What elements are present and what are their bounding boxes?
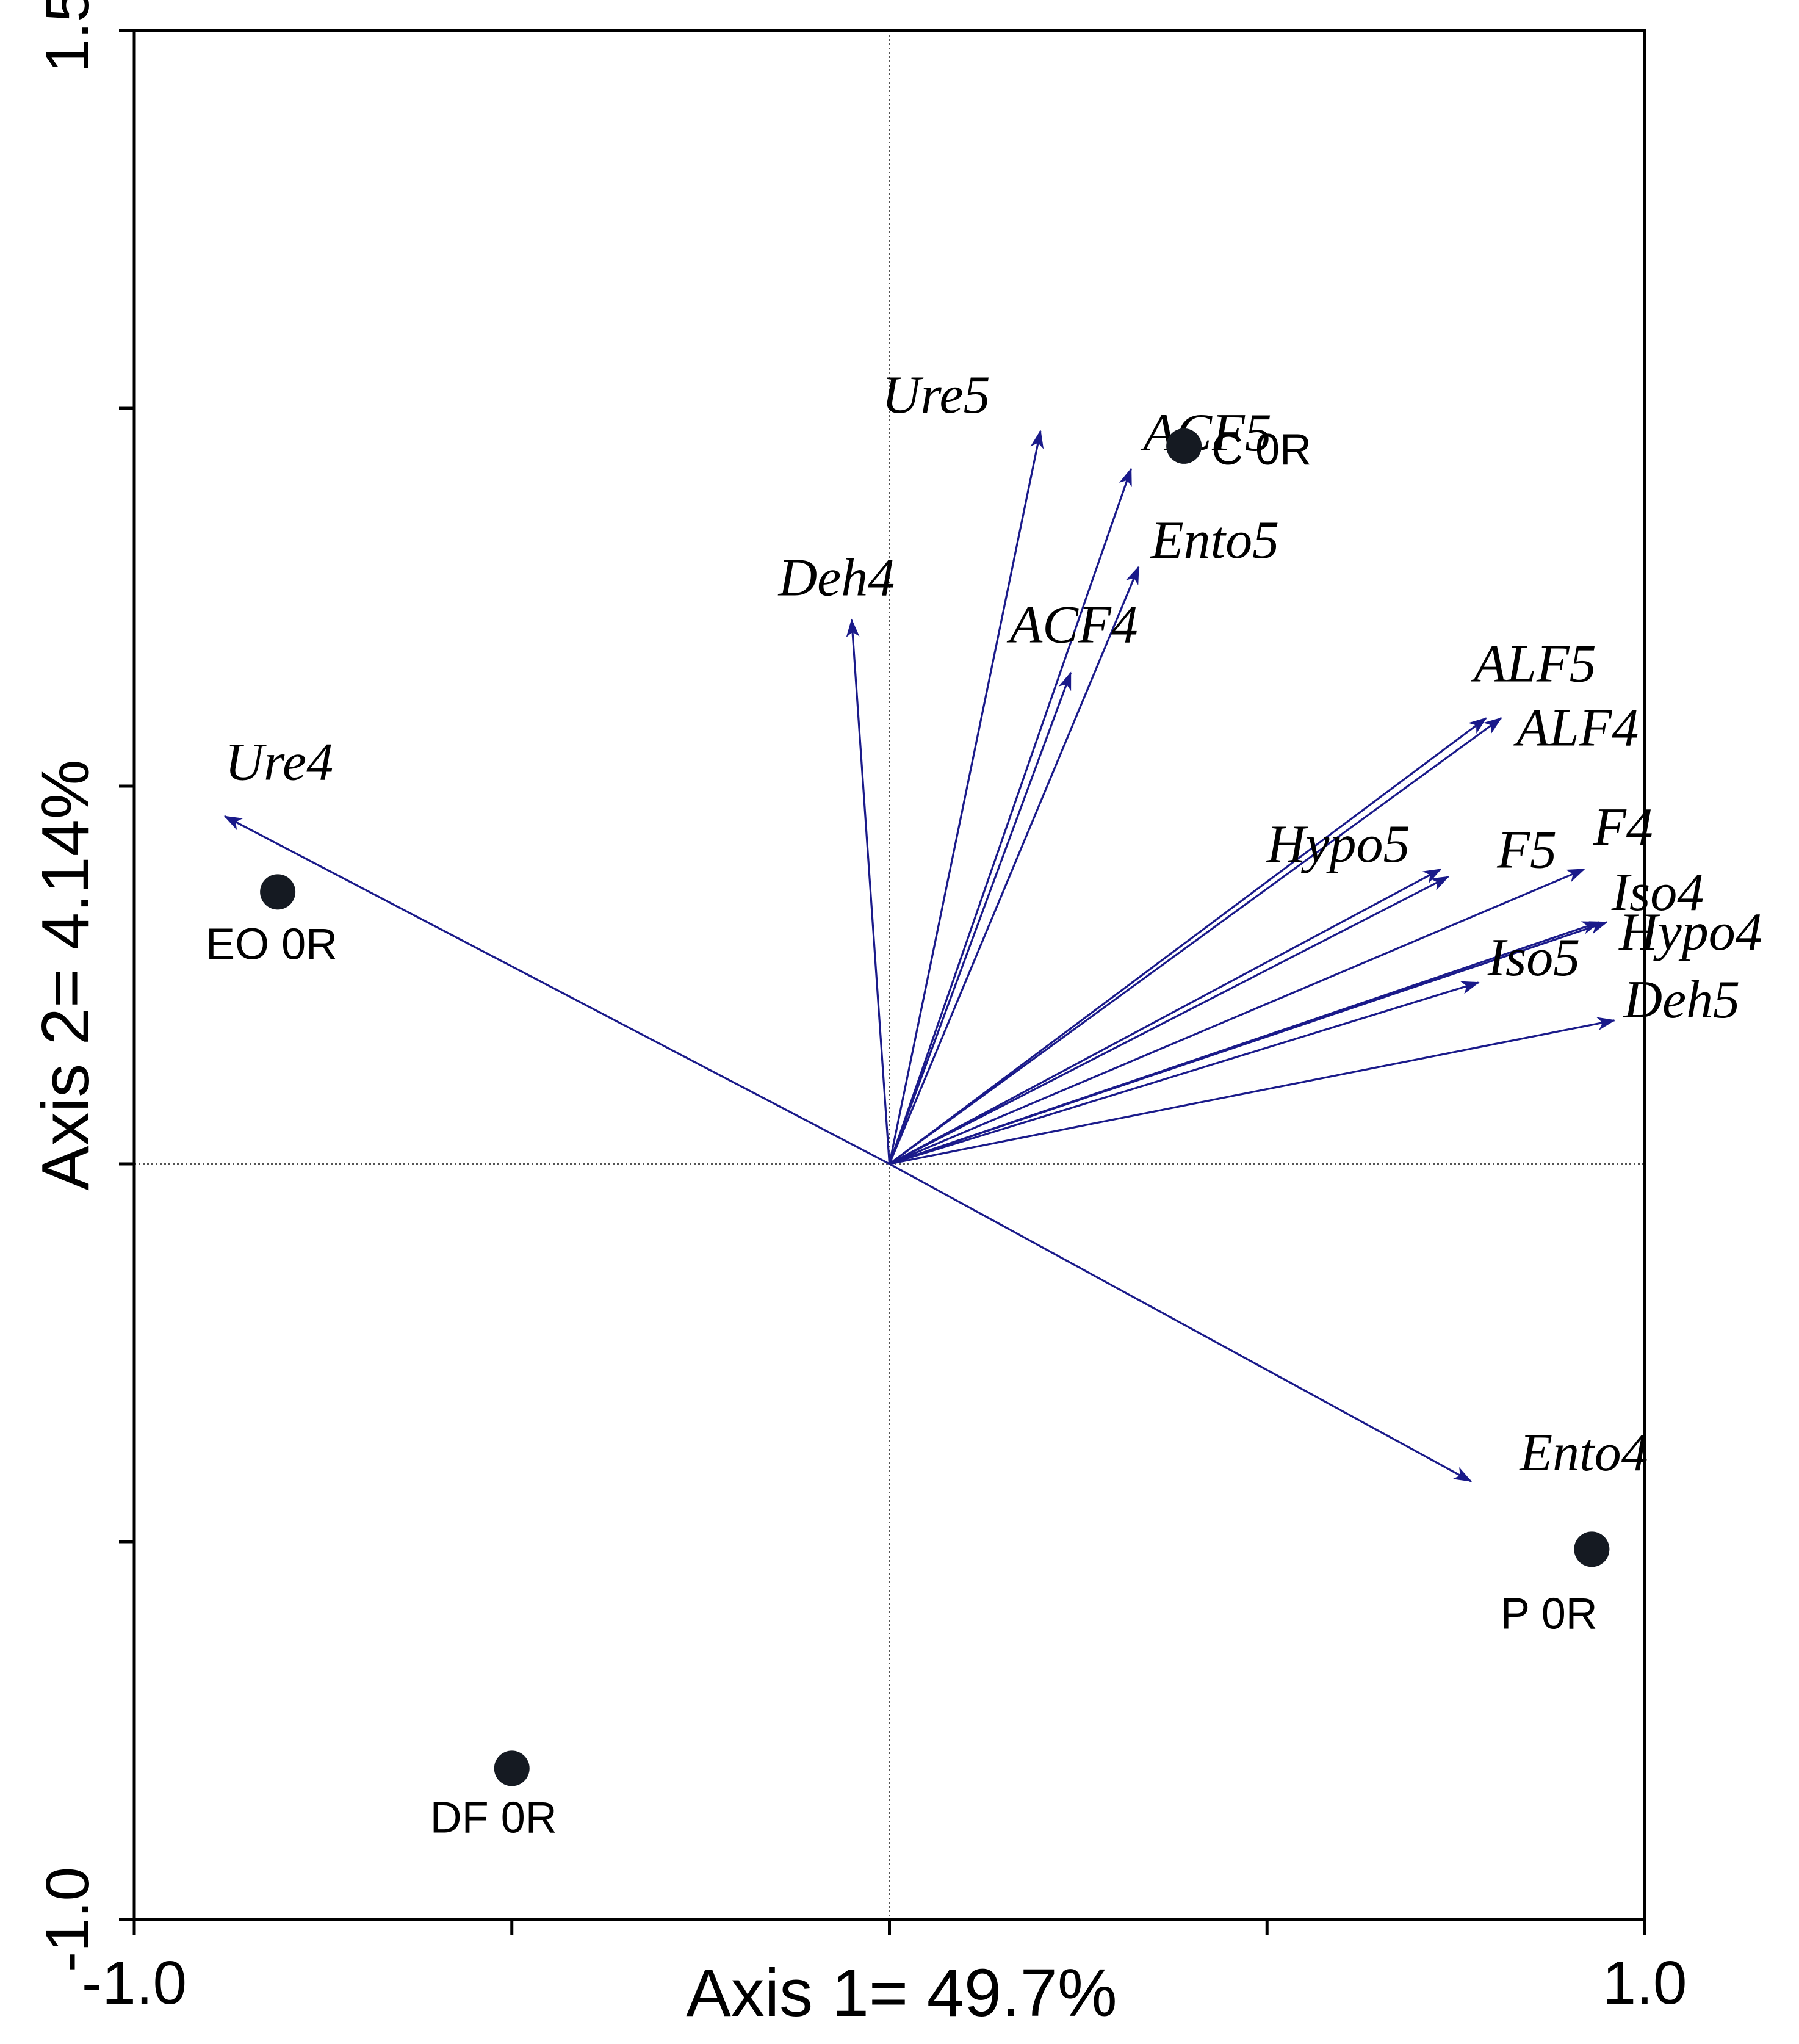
vector-label-iso4: Iso4 bbox=[1611, 863, 1704, 922]
vector-arrow-alf4 bbox=[889, 717, 1502, 1165]
x-axis-title: Axis 1= 49.7% bbox=[686, 1956, 1117, 2031]
vector-arrow-alf5 bbox=[889, 717, 1487, 1165]
vector-label-ento4: Ento4 bbox=[1518, 1423, 1648, 1482]
vector-arrow-deh5 bbox=[889, 1017, 1616, 1165]
vector-label-ure4: Ure4 bbox=[225, 733, 334, 792]
axis-ticks: -1.0 1.0 -1.0 1.5 bbox=[34, 0, 1687, 2017]
vector-label-acf4: ACF4 bbox=[1007, 595, 1138, 654]
site-label-p-0r: P 0R bbox=[1501, 1589, 1598, 1638]
vector-label-acf5: ACF5 bbox=[1141, 403, 1272, 463]
vector-arrow-hypo4 bbox=[889, 921, 1609, 1165]
vector-label-iso5: Iso5 bbox=[1487, 928, 1581, 988]
site-points: C 0R EO 0R P 0R DF 0R bbox=[206, 425, 1610, 1842]
vector-label-hypo5: Hypo5 bbox=[1266, 815, 1410, 874]
vector-arrow-acf5 bbox=[888, 468, 1133, 1165]
vector-arrow-iso5 bbox=[889, 981, 1480, 1165]
vector-arrow-ento5 bbox=[889, 566, 1140, 1165]
vector-arrow-acf4 bbox=[888, 671, 1072, 1165]
vector-label-ure5: Ure5 bbox=[882, 366, 990, 425]
vector-label-f4: F4 bbox=[1593, 798, 1653, 857]
vector-arrow-hypo5 bbox=[889, 868, 1442, 1165]
vector-arrow-deh4 bbox=[846, 618, 891, 1165]
site-label-df-0r: DF 0R bbox=[430, 1793, 557, 1842]
site-point-c-0r bbox=[1166, 428, 1202, 464]
reference-lines bbox=[134, 31, 1645, 1919]
site-label-c-0r: C 0R bbox=[1211, 425, 1311, 474]
vector-arrow-ure5 bbox=[888, 430, 1044, 1165]
vector-label-deh5: Deh5 bbox=[1623, 970, 1740, 1030]
vector-arrow-f5 bbox=[889, 876, 1450, 1165]
vector-label-f5: F5 bbox=[1496, 821, 1557, 880]
y-tick-label: -1.0 bbox=[34, 1867, 102, 1972]
vector-label-alf5: ALF5 bbox=[1471, 635, 1596, 694]
x-tick-label: 1.0 bbox=[1602, 1949, 1687, 2017]
vector-label-alf4: ALF4 bbox=[1513, 699, 1639, 758]
vector-arrow-ure4 bbox=[223, 815, 890, 1165]
site-point-eo-0r bbox=[260, 874, 296, 910]
vector-arrow-f4 bbox=[889, 868, 1585, 1165]
vector-arrow-ento4 bbox=[889, 1163, 1473, 1482]
vector-label-ento5: Ento5 bbox=[1150, 511, 1279, 570]
y-axis-title: Axis 2= 4.14% bbox=[28, 759, 103, 1190]
x-tick-label: -1.0 bbox=[82, 1949, 187, 2017]
vector-label-deh4: Deh4 bbox=[778, 549, 895, 608]
vector-label-hypo4: Hypo4 bbox=[1618, 903, 1762, 962]
y-tick-label: 1.5 bbox=[34, 0, 102, 73]
site-point-df-0r bbox=[494, 1750, 530, 1786]
site-label-eo-0r: EO 0R bbox=[206, 920, 337, 969]
site-point-p-0r bbox=[1574, 1531, 1610, 1567]
